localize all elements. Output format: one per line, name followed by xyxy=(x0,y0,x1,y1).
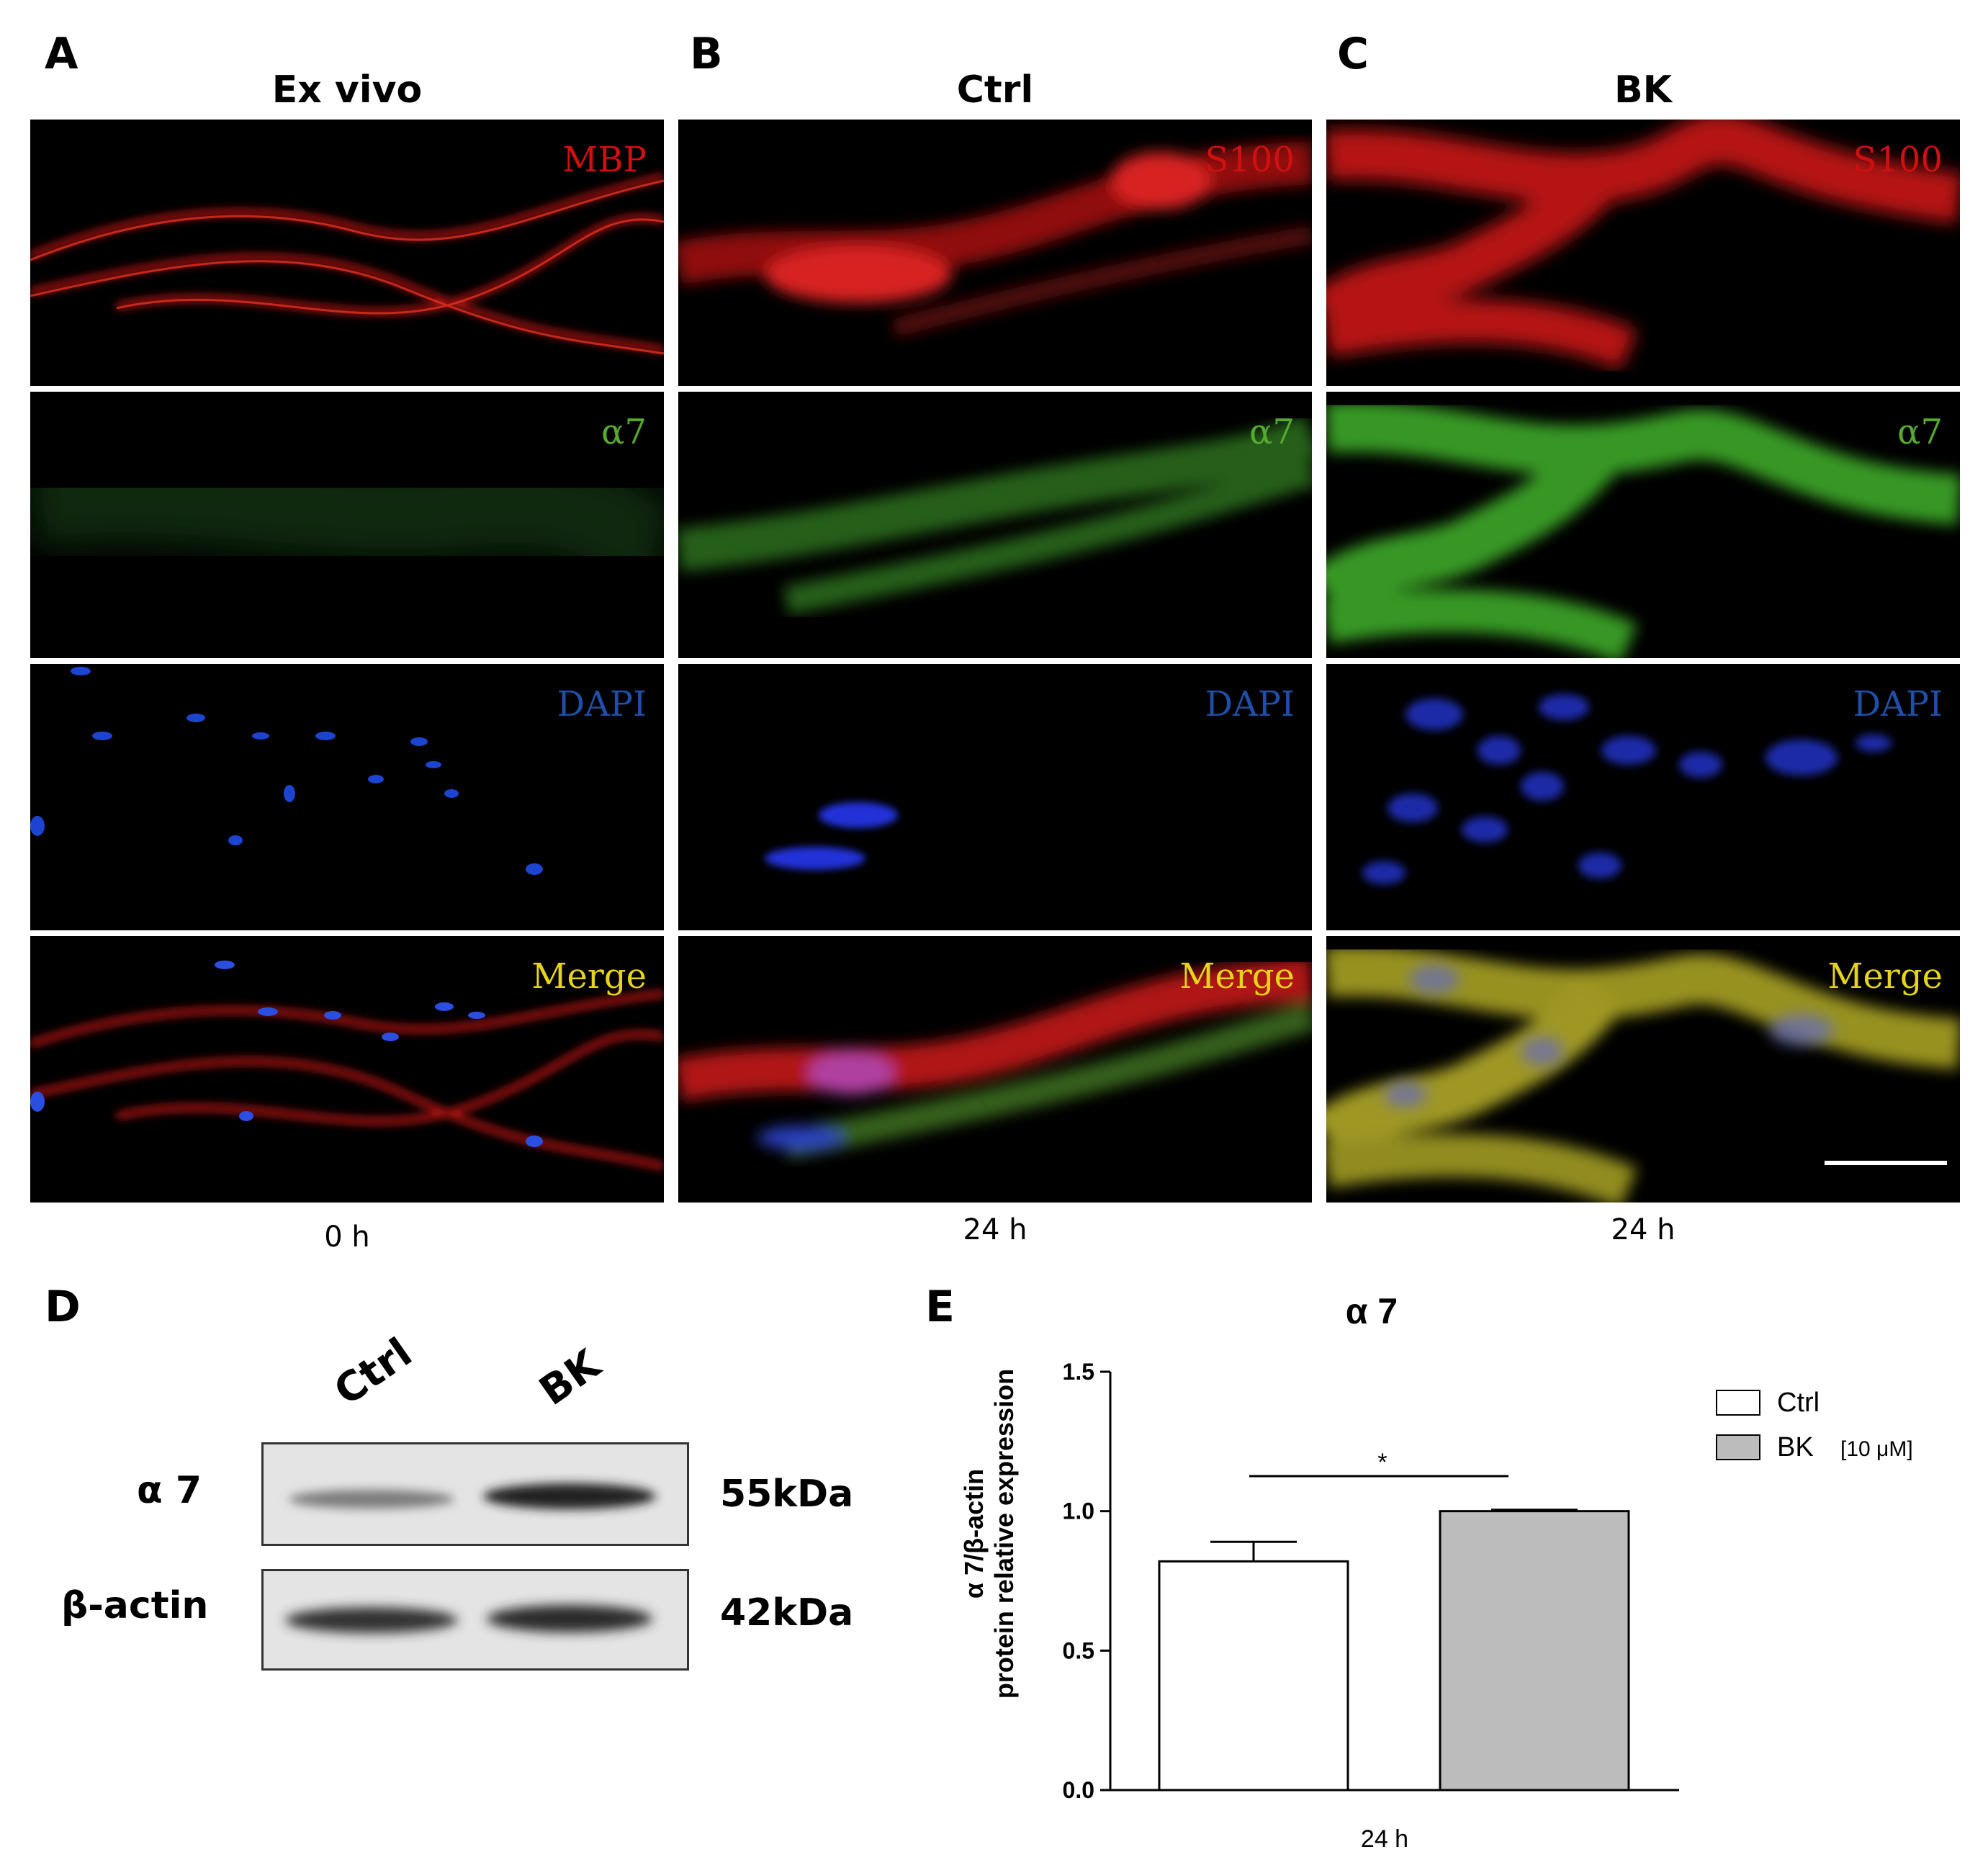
column-title-ex-vivo: Ex vivo xyxy=(271,68,423,112)
blot-strip-beta-actin xyxy=(261,1569,689,1671)
chart-title: α 7 xyxy=(1346,1291,1398,1331)
micrograph-b-dapi: DAPI xyxy=(678,664,1312,930)
bar-ctrl xyxy=(1158,1560,1349,1792)
channel-label-mbp: MBP xyxy=(562,140,647,180)
lane-label-bk: BK xyxy=(531,1341,609,1415)
micrograph-c-merge: Merge xyxy=(1326,936,1960,1203)
blot-protein-beta-actin: β-actin xyxy=(61,1584,209,1627)
channel-label-alpha7: α7 xyxy=(601,412,647,452)
panel-letter-a: A xyxy=(45,29,78,79)
micrograph-a-alpha7: α7 xyxy=(30,392,664,658)
blot-protein-alpha7: α 7 xyxy=(137,1469,202,1512)
channel-label-dapi: DAPI xyxy=(1205,684,1295,724)
y-tick-label: 1.5 xyxy=(1063,1359,1094,1385)
scale-bar xyxy=(1825,1161,1947,1165)
column-title-ctrl: Ctrl xyxy=(956,68,1034,112)
panel-letter-b: B xyxy=(690,29,723,79)
micrograph-b-s100: S100 xyxy=(678,120,1312,386)
y-tick-label: 0.5 xyxy=(1063,1637,1094,1663)
x-axis-label: 24 h xyxy=(1361,1825,1408,1853)
channel-label-dapi: DAPI xyxy=(557,684,647,724)
y-tick-label: 0.0 xyxy=(1063,1777,1094,1803)
legend-swatch-bk xyxy=(1716,1434,1760,1460)
micrograph-a-dapi: DAPI xyxy=(30,664,664,930)
legend-note-bk: [10 μM] xyxy=(1840,1437,1913,1461)
significance-star: * xyxy=(1377,1449,1387,1476)
y-axis-label-line1: α 7/β-actin xyxy=(959,1469,989,1599)
micrograph-b-alpha7: α7 xyxy=(678,392,1312,658)
blot-size-55kda: 55kDa xyxy=(720,1473,854,1516)
micrograph-a-mbp: MBP xyxy=(30,120,664,386)
channel-label-merge: Merge xyxy=(1827,956,1943,997)
micrograph-a-merge: Merge xyxy=(30,936,664,1203)
micrograph-b-merge: Merge xyxy=(678,936,1312,1203)
bar-bk xyxy=(1439,1510,1630,1792)
bar-chart: α 7 α 7/β-actin protein relative express… xyxy=(959,1291,1913,1853)
micrograph-c-alpha7: α7 xyxy=(1326,392,1960,658)
channel-label-alpha7: α7 xyxy=(1897,412,1943,452)
channel-label-s100: S100 xyxy=(1853,140,1943,180)
legend-swatch-ctrl xyxy=(1716,1390,1760,1416)
channel-label-merge: Merge xyxy=(531,956,647,997)
time-label-b: 24 h xyxy=(963,1213,1027,1246)
y-axis-label-line2: protein relative expression xyxy=(989,1369,1019,1699)
column-title-bk: BK xyxy=(1614,68,1672,112)
panel-letter-c: C xyxy=(1337,29,1369,79)
channel-label-s100: S100 xyxy=(1205,140,1295,180)
time-label-a: 0 h xyxy=(324,1221,370,1254)
legend-label-bk: BK xyxy=(1777,1432,1814,1462)
channel-label-merge: Merge xyxy=(1179,956,1295,997)
micrograph-c-dapi: DAPI xyxy=(1326,664,1960,930)
panel-letter-d: D xyxy=(45,1282,81,1332)
time-label-c: 24 h xyxy=(1611,1213,1676,1246)
channel-label-dapi: DAPI xyxy=(1853,684,1943,724)
micrograph-c-s100: S100 xyxy=(1326,120,1960,386)
y-tick-label: 1.0 xyxy=(1063,1498,1094,1524)
channel-label-alpha7: α7 xyxy=(1249,412,1295,452)
lane-label-ctrl: Ctrl xyxy=(325,1329,420,1415)
legend-label-ctrl: Ctrl xyxy=(1777,1388,1820,1418)
blot-size-42kda: 42kDa xyxy=(720,1591,854,1635)
panel-letter-e: E xyxy=(925,1282,955,1332)
blot-strip-alpha7 xyxy=(261,1442,689,1546)
